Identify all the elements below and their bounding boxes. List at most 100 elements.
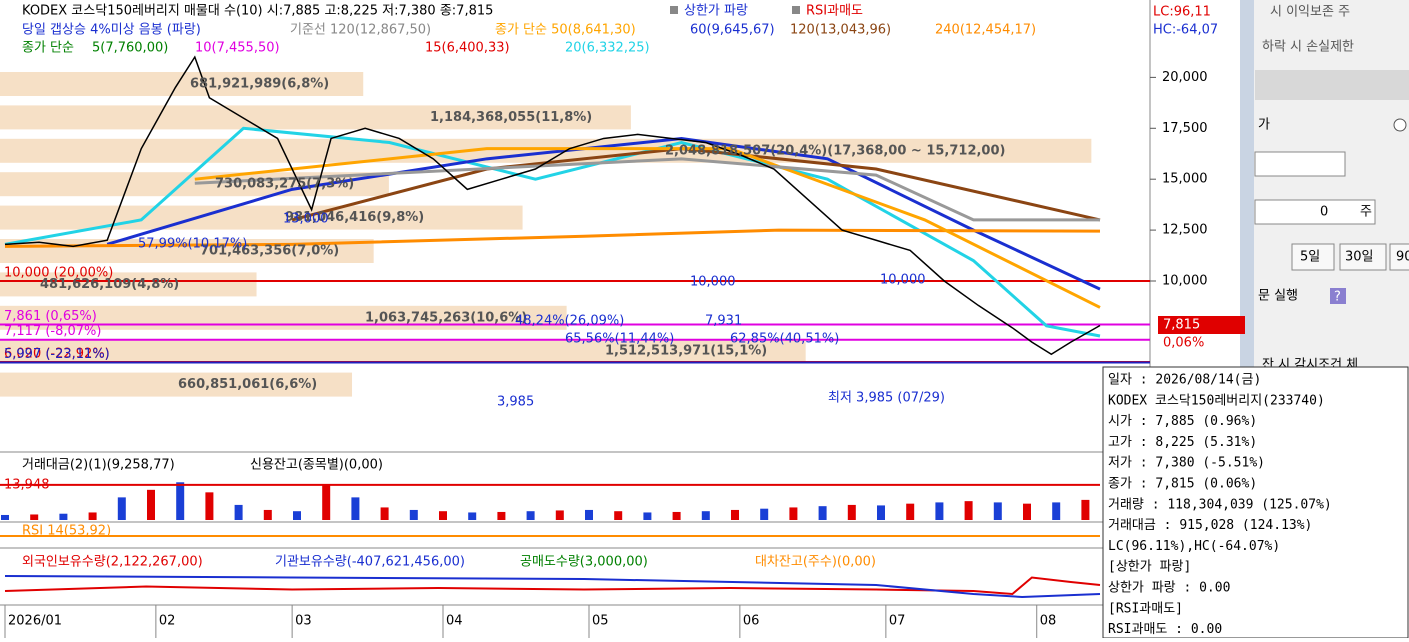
volume-bar xyxy=(731,509,739,520)
signal: 상한가 파랑 xyxy=(684,4,748,19)
y-tick-label: 10,000 xyxy=(1162,273,1208,288)
profile-label: 481,626,109(4,8%) xyxy=(40,277,179,292)
info-line: 거래대금 : 915,028 (124.13%) xyxy=(1108,518,1312,533)
legend: 15(6,400,33) xyxy=(425,41,510,56)
price-tag xyxy=(1158,316,1245,334)
moving-average xyxy=(194,147,1101,309)
panel-text: 시 이익보존 주 xyxy=(1270,5,1350,20)
info-line: 상한가 파랑 : 0.00 xyxy=(1108,581,1230,596)
info-line: [RSI과매도] xyxy=(1108,601,1183,616)
button-label: 30일 xyxy=(1345,250,1374,265)
annotation: 최저 3,985 (07/29) xyxy=(828,391,945,406)
level-label: 7,861 (0,65%) xyxy=(4,309,97,324)
qty-input[interactable] xyxy=(1254,199,1376,225)
volume-bar xyxy=(205,492,214,520)
radio[interactable] xyxy=(1393,118,1407,132)
last-change: 0,06% xyxy=(1163,336,1204,351)
help-icon[interactable] xyxy=(1330,288,1346,304)
annotation: 7,931 xyxy=(705,314,742,329)
profile-bar xyxy=(0,205,523,230)
info-line: 고가 : 8,225 (5.31%) xyxy=(1108,435,1257,450)
holder-line xyxy=(4,576,1101,596)
profile-label: 730,083,275(7,3%) xyxy=(215,177,354,192)
profile-label: 981,046,416(9,8%) xyxy=(285,210,424,225)
button[interactable] xyxy=(1339,243,1387,271)
volume-bar xyxy=(147,489,155,520)
panel-header xyxy=(1255,70,1409,100)
panel-text: 문 실행 xyxy=(1258,288,1298,304)
profile-label: 2,048,818,507(20,4%)(17,368,00 ~ 15,712,… xyxy=(665,143,1005,158)
qty: 0 xyxy=(1320,205,1328,220)
volume-bar xyxy=(760,508,769,520)
annotation: 62,85%(40,51%) xyxy=(730,332,839,347)
side-panel xyxy=(1250,0,1409,370)
level-label: 6,020 (-22,92%) xyxy=(4,347,110,362)
volume-bar xyxy=(526,511,535,520)
legend: 종가 단순 50(8,641,30) xyxy=(495,23,636,38)
info-line: KODEX 코스닥150레버리지(233740) xyxy=(1108,393,1325,408)
unit: 주 xyxy=(1360,205,1372,220)
info-line: [상한가 파랑] xyxy=(1108,560,1191,575)
lc: LC:96,11 xyxy=(1153,5,1211,20)
volume-bar xyxy=(877,505,885,520)
legend: 5(7,760,00) xyxy=(92,41,168,56)
legend: 120(13,043,96) xyxy=(790,23,891,38)
x-tick-label: 06 xyxy=(743,614,760,629)
panel-text: 하락 시 손실제한 xyxy=(1262,40,1354,55)
info-line: 일자 : 2026/08/14(금) xyxy=(1108,373,1261,388)
x-tick-label: 08 xyxy=(1040,614,1057,629)
legend: 240(12,454,17) xyxy=(935,23,1036,38)
volume-bar xyxy=(263,509,272,520)
info-line: 거래량 : 118,304,039 (125.07%) xyxy=(1108,497,1332,512)
button[interactable] xyxy=(1389,243,1409,271)
level-label: 7,117 (-8,07%) xyxy=(4,324,101,339)
annotation: 65,56%(11,44%) xyxy=(565,332,674,347)
legend: 기관보유수량(-407,621,456,00) xyxy=(275,555,465,570)
volume-bar xyxy=(1081,499,1090,520)
rsi-title: RSI 14(53,92) xyxy=(22,524,111,539)
y-tick-label: 12,500 xyxy=(1162,223,1208,238)
legend: 10(7,455,50) xyxy=(195,41,280,56)
legend: 20(6,332,25) xyxy=(565,41,650,56)
profile-bar xyxy=(0,105,631,130)
button-label: 5일 xyxy=(1300,250,1320,265)
button-label: 90 xyxy=(1396,250,1409,265)
profile-bar xyxy=(0,339,806,364)
annotation: 48,24%(26,09%) xyxy=(515,314,624,329)
y-tick-label: 17,500 xyxy=(1162,121,1208,136)
volume-bar xyxy=(818,506,827,520)
volume-bar xyxy=(1023,503,1031,520)
info-line: 시가 : 7,885 (0.96%) xyxy=(1108,414,1257,429)
volume-bar xyxy=(497,511,506,520)
volume-bar xyxy=(555,510,564,520)
last-price: 7,815 xyxy=(1163,318,1200,333)
volume-bar xyxy=(30,514,39,520)
scrollbar xyxy=(1240,0,1254,370)
volume-title: 거래대금(2)(1)(9,258,77) xyxy=(22,458,175,473)
signal: RSI과매도 xyxy=(806,4,863,19)
dropdown[interactable] xyxy=(1254,151,1346,177)
x-tick-label: 02 xyxy=(159,614,176,629)
bullet xyxy=(792,6,800,14)
volume-bar xyxy=(935,502,944,520)
legend: 종가 단순 xyxy=(22,41,74,56)
volume-bar xyxy=(322,484,331,520)
annotation: 3,985 xyxy=(497,395,534,410)
profile-bar xyxy=(0,138,1092,163)
info-line: 저가 : 7,380 (-5.51%) xyxy=(1108,456,1265,471)
profile-bar xyxy=(0,305,567,330)
volume-bar xyxy=(789,507,798,520)
volume-bar xyxy=(59,513,68,520)
profile-label: 1,512,513,971(15,1%) xyxy=(605,344,767,359)
moving-average xyxy=(4,228,1101,248)
volume-bar xyxy=(1052,502,1061,520)
volume-bar xyxy=(1,514,9,520)
volume-bar xyxy=(847,504,856,520)
volume-bar xyxy=(176,482,185,520)
button[interactable] xyxy=(1291,243,1335,271)
profile-label: 681,921,989(6,8%) xyxy=(190,77,329,92)
close-line xyxy=(4,55,1101,356)
x-tick-label: 05 xyxy=(592,614,609,629)
